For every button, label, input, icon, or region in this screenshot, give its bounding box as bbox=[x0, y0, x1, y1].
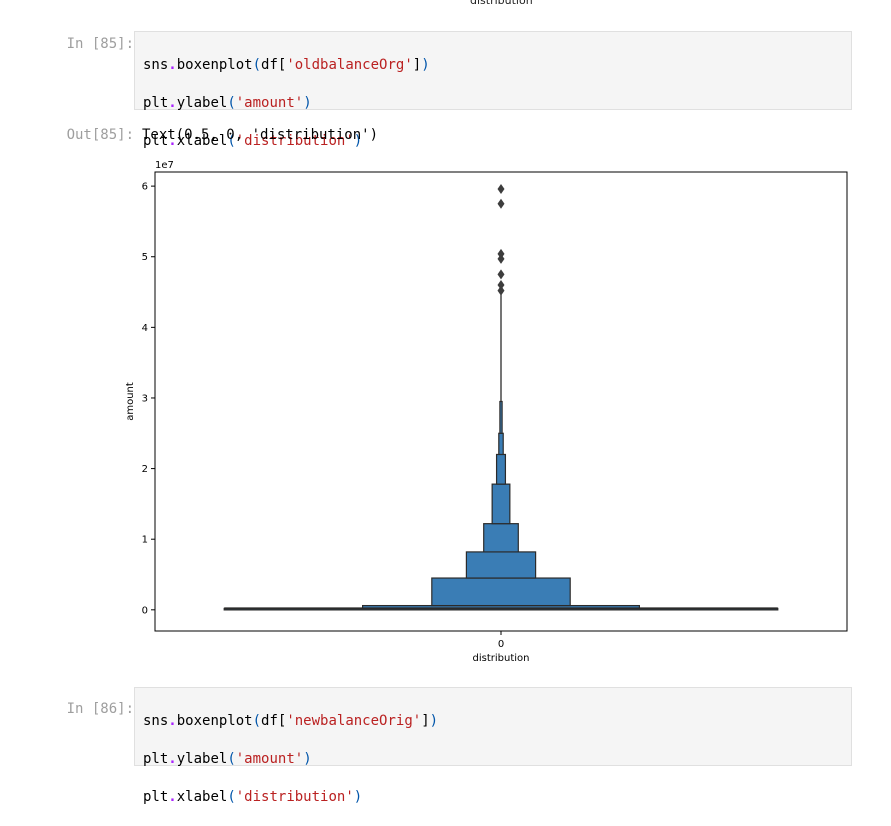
y-axis-label: amount bbox=[125, 382, 136, 421]
cell-prompt-out-85: Out[85]: bbox=[66, 127, 134, 143]
y-offset-text: 1e7 bbox=[155, 160, 174, 171]
y-tick-label: 1 bbox=[142, 535, 148, 546]
code-line: plt.xlabel('distribution') bbox=[143, 133, 363, 149]
boxen-level-7 bbox=[498, 432, 504, 456]
x-axis-label: distribution bbox=[473, 653, 530, 664]
y-tick-label: 0 bbox=[142, 605, 148, 616]
code-cell-86[interactable]: sns.boxenplot(df['newbalanceOrig']) plt.… bbox=[134, 687, 852, 805]
output-text: Text(0.5, 0, 'distribution') bbox=[142, 127, 379, 143]
code-line: plt.xlabel('distribution') bbox=[143, 789, 363, 805]
outlier-point-1 bbox=[497, 279, 505, 290]
outlier-point-6 bbox=[497, 183, 505, 194]
boxen-level-4 bbox=[483, 523, 519, 553]
code-line: sns.boxenplot(df['oldbalanceOrg']) bbox=[143, 57, 430, 73]
boxenplot-chart: 0 1 2 3 4 5 6 0 1e7 distribution amount bbox=[125, 160, 848, 664]
code-line: plt.ylabel('amount') bbox=[143, 751, 312, 767]
outlier-point-4 bbox=[497, 248, 505, 259]
previous-plot-xlabel: distribution bbox=[470, 0, 533, 7]
y-tick-label: 3 bbox=[142, 393, 148, 404]
code-line: plt.ylabel('amount') bbox=[143, 95, 312, 111]
boxen-level-2 bbox=[431, 577, 571, 607]
boxen-level-5 bbox=[491, 483, 511, 525]
y-tick-label: 2 bbox=[142, 464, 148, 475]
y-tick-label: 5 bbox=[142, 252, 148, 263]
x-tick-label: 0 bbox=[498, 639, 504, 650]
boxen-level-8 bbox=[499, 400, 503, 434]
y-tick-label: 6 bbox=[142, 182, 148, 193]
code-cell-85[interactable]: sns.boxenplot(df['oldbalanceOrg']) plt.y… bbox=[134, 31, 852, 149]
cell-prompt-in-85: In [85]: bbox=[66, 36, 134, 52]
outlier-point-2 bbox=[497, 269, 505, 280]
cell-prompt-in-86: In [86]: bbox=[66, 701, 134, 717]
y-tick-label: 4 bbox=[142, 323, 148, 334]
boxen-level-3 bbox=[465, 551, 537, 579]
outlier-point-0 bbox=[497, 285, 505, 296]
code-line: sns.boxenplot(df['newbalanceOrig']) bbox=[143, 713, 439, 729]
outlier-point-5 bbox=[497, 198, 505, 209]
boxen-level-6 bbox=[495, 453, 507, 485]
